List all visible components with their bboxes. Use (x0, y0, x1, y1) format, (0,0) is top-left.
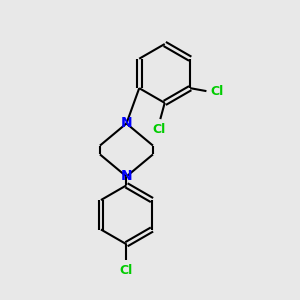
Text: Cl: Cl (210, 85, 223, 98)
Text: Cl: Cl (120, 264, 133, 277)
Text: N: N (121, 116, 132, 130)
Text: N: N (121, 169, 132, 184)
Text: Cl: Cl (152, 123, 166, 136)
